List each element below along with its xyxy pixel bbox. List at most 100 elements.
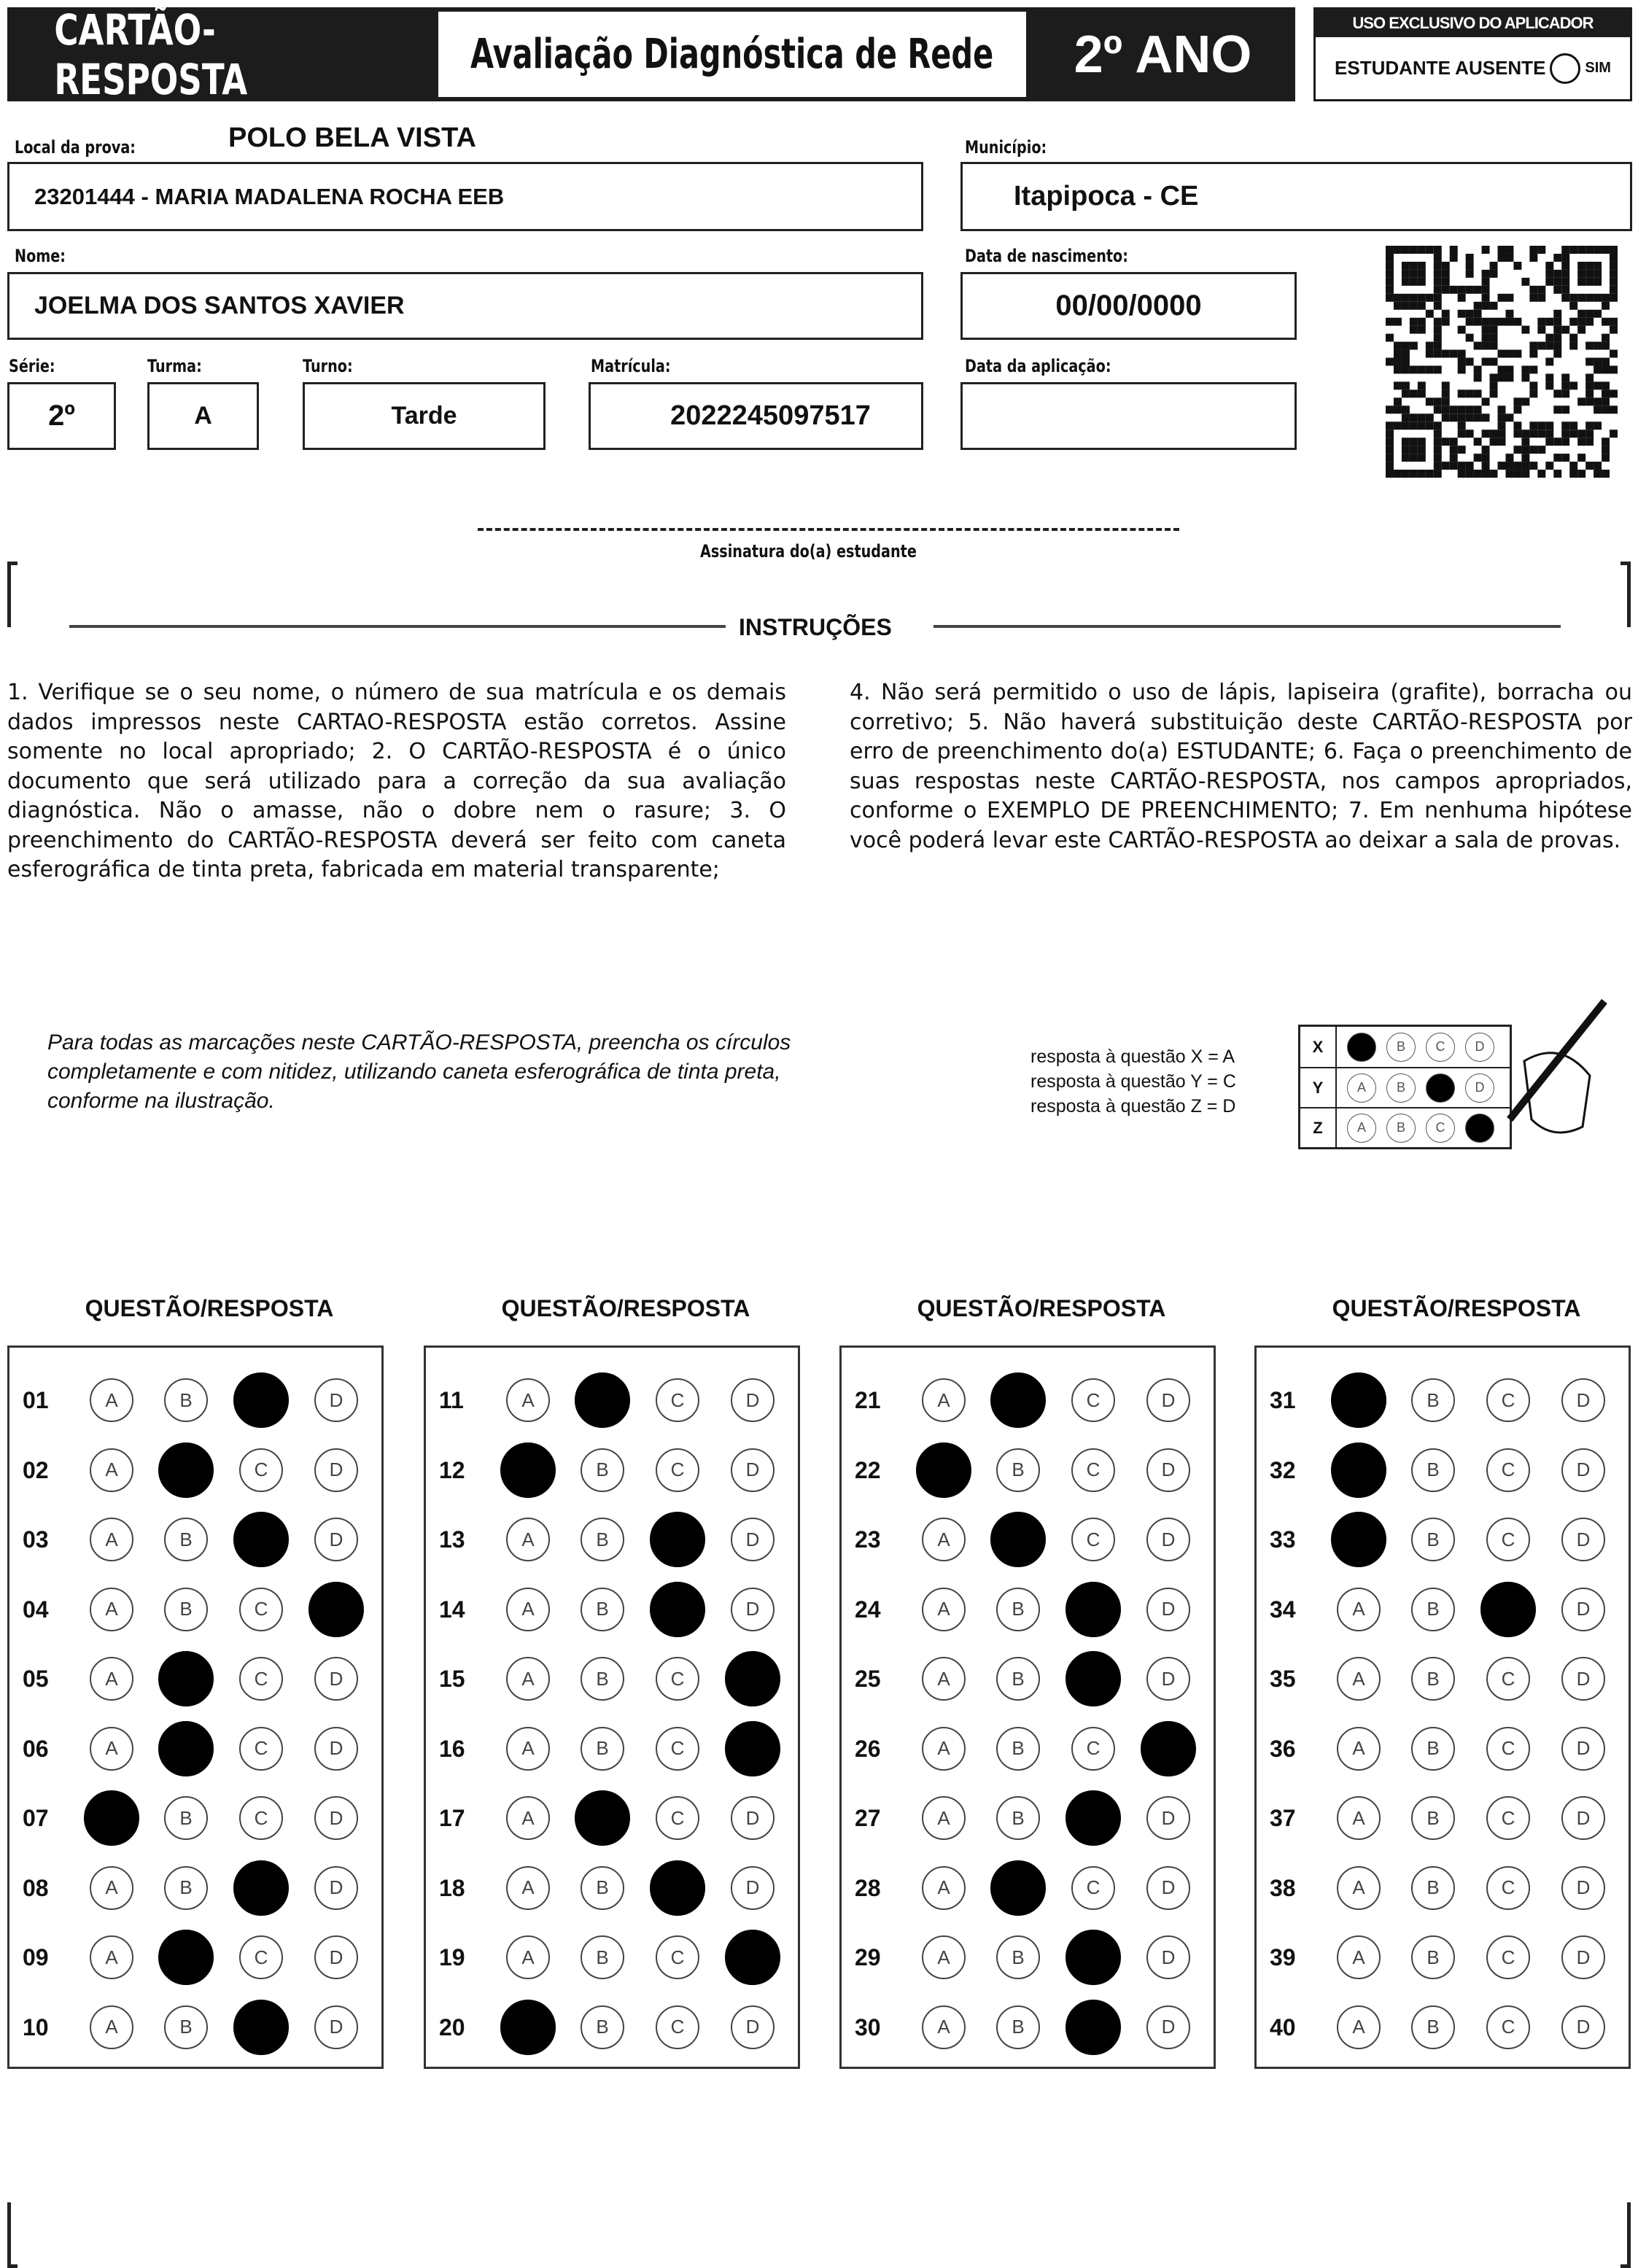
answer-bubble-d[interactable]: D (314, 1657, 358, 1701)
answer-bubble-b[interactable]: B (581, 1518, 624, 1561)
answer-bubble-b[interactable]: B (990, 1860, 1046, 1916)
answer-bubble-c[interactable]: C (1486, 1935, 1530, 1979)
answer-bubble-d[interactable]: D (314, 1865, 358, 1910)
answer-bubble-c[interactable]: C (1486, 1448, 1530, 1492)
answer-bubble-c[interactable]: C (239, 1935, 283, 1979)
answer-bubble-c[interactable]: C (1066, 1790, 1121, 1846)
answer-bubble-a[interactable]: A (1337, 1587, 1381, 1631)
answer-bubble-a[interactable]: A (90, 1587, 133, 1631)
answer-bubble-b[interactable]: B (1411, 1935, 1455, 1979)
answer-bubble-a[interactable]: A (506, 1726, 550, 1771)
answer-bubble-c[interactable]: C (656, 1378, 699, 1422)
answer-bubble-a[interactable]: A (922, 1935, 966, 1979)
answer-bubble-a[interactable]: A (90, 1865, 133, 1910)
answer-bubble-b[interactable]: B (581, 1935, 624, 1979)
answer-bubble-d[interactable]: D (731, 2005, 775, 2049)
answer-bubble-c[interactable]: C (650, 1581, 705, 1637)
answer-bubble-c[interactable]: C (650, 1512, 705, 1567)
answer-bubble-b[interactable]: B (996, 1657, 1040, 1701)
answer-bubble-b[interactable]: B (575, 1790, 630, 1846)
answer-bubble-c[interactable]: C (1071, 1865, 1115, 1910)
answer-bubble-b[interactable]: B (581, 2005, 624, 2049)
answer-bubble-d[interactable]: D (725, 1720, 780, 1776)
answer-bubble-b[interactable]: B (575, 1372, 630, 1428)
answer-bubble-a[interactable]: A (1337, 1726, 1381, 1771)
answer-bubble-a[interactable]: A (500, 1999, 556, 2055)
answer-bubble-d[interactable]: D (731, 1448, 775, 1492)
answer-bubble-a[interactable]: A (1331, 1372, 1386, 1428)
answer-bubble-d[interactable]: D (314, 1448, 358, 1492)
answer-bubble-b[interactable]: B (164, 1518, 208, 1561)
answer-bubble-d[interactable]: D (1146, 1587, 1190, 1631)
answer-bubble-a[interactable]: A (922, 1865, 966, 1910)
answer-bubble-d[interactable]: D (1561, 1726, 1605, 1771)
answer-bubble-b[interactable]: B (1411, 1865, 1455, 1910)
answer-bubble-b[interactable]: B (1411, 1796, 1455, 1840)
answer-bubble-d[interactable]: D (1561, 1865, 1605, 1910)
answer-bubble-c[interactable]: C (239, 1448, 283, 1492)
answer-bubble-d[interactable]: D (314, 1935, 358, 1979)
answer-bubble-c[interactable]: C (656, 1935, 699, 1979)
answer-bubble-c[interactable]: C (1486, 1796, 1530, 1840)
signature-line[interactable] (478, 528, 1179, 531)
answer-bubble-a[interactable]: A (922, 2005, 966, 2049)
answer-bubble-b[interactable]: B (1411, 1518, 1455, 1561)
answer-bubble-c[interactable]: C (1486, 1726, 1530, 1771)
answer-bubble-b[interactable]: B (164, 1378, 208, 1422)
answer-bubble-b[interactable]: B (996, 1587, 1040, 1631)
answer-bubble-b[interactable]: B (990, 1512, 1046, 1567)
answer-bubble-c[interactable]: C (233, 1512, 289, 1567)
answer-bubble-c[interactable]: C (1486, 1518, 1530, 1561)
answer-bubble-a[interactable]: A (500, 1442, 556, 1498)
answer-bubble-c[interactable]: C (1066, 1930, 1121, 1985)
answer-bubble-b[interactable]: B (581, 1657, 624, 1701)
answer-bubble-c[interactable]: C (1486, 1865, 1530, 1910)
answer-bubble-b[interactable]: B (158, 1720, 214, 1776)
answer-bubble-a[interactable]: A (922, 1587, 966, 1631)
answer-bubble-c[interactable]: C (1066, 1581, 1121, 1637)
answer-bubble-d[interactable]: D (314, 1726, 358, 1771)
answer-bubble-c[interactable]: C (233, 1372, 289, 1428)
answer-bubble-a[interactable]: A (1331, 1442, 1386, 1498)
answer-bubble-a[interactable]: A (90, 2005, 133, 2049)
answer-bubble-d[interactable]: D (1561, 1378, 1605, 1422)
answer-bubble-c[interactable]: C (1486, 1657, 1530, 1701)
answer-bubble-d[interactable]: D (1146, 1657, 1190, 1701)
answer-bubble-d[interactable]: D (725, 1930, 780, 1985)
answer-bubble-d[interactable]: D (1561, 1796, 1605, 1840)
answer-bubble-d[interactable]: D (1561, 1448, 1605, 1492)
answer-bubble-b[interactable]: B (581, 1726, 624, 1771)
answer-bubble-c[interactable]: C (656, 1726, 699, 1771)
answer-bubble-b[interactable]: B (164, 2005, 208, 2049)
answer-bubble-d[interactable]: D (1146, 1518, 1190, 1561)
answer-bubble-c[interactable]: C (239, 1657, 283, 1701)
answer-bubble-a[interactable]: A (90, 1726, 133, 1771)
answer-bubble-a[interactable]: A (90, 1518, 133, 1561)
answer-bubble-b[interactable]: B (1411, 1726, 1455, 1771)
answer-bubble-c[interactable]: C (1066, 1651, 1121, 1706)
answer-bubble-b[interactable]: B (1411, 2005, 1455, 2049)
answer-bubble-d[interactable]: D (1561, 1935, 1605, 1979)
answer-bubble-d[interactable]: D (731, 1378, 775, 1422)
answer-bubble-a[interactable]: A (506, 1587, 550, 1631)
answer-bubble-b[interactable]: B (1411, 1657, 1455, 1701)
answer-bubble-d[interactable]: D (731, 1865, 775, 1910)
answer-bubble-d[interactable]: D (731, 1587, 775, 1631)
answer-bubble-a[interactable]: A (90, 1378, 133, 1422)
answer-bubble-d[interactable]: D (314, 1378, 358, 1422)
answer-bubble-c[interactable]: C (656, 1657, 699, 1701)
answer-bubble-b[interactable]: B (996, 1448, 1040, 1492)
answer-bubble-d[interactable]: D (314, 2005, 358, 2049)
answer-bubble-a[interactable]: A (922, 1378, 966, 1422)
answer-bubble-b[interactable]: B (996, 1726, 1040, 1771)
answer-bubble-d[interactable]: D (1146, 1935, 1190, 1979)
answer-bubble-a[interactable]: A (922, 1726, 966, 1771)
answer-bubble-c[interactable]: C (239, 1726, 283, 1771)
answer-bubble-b[interactable]: B (164, 1865, 208, 1910)
answer-bubble-b[interactable]: B (996, 1796, 1040, 1840)
answer-bubble-d[interactable]: D (1561, 1587, 1605, 1631)
answer-bubble-a[interactable]: A (90, 1448, 133, 1492)
answer-bubble-d[interactable]: D (1146, 1378, 1190, 1422)
answer-bubble-c[interactable]: C (239, 1796, 283, 1840)
answer-bubble-a[interactable]: A (90, 1657, 133, 1701)
